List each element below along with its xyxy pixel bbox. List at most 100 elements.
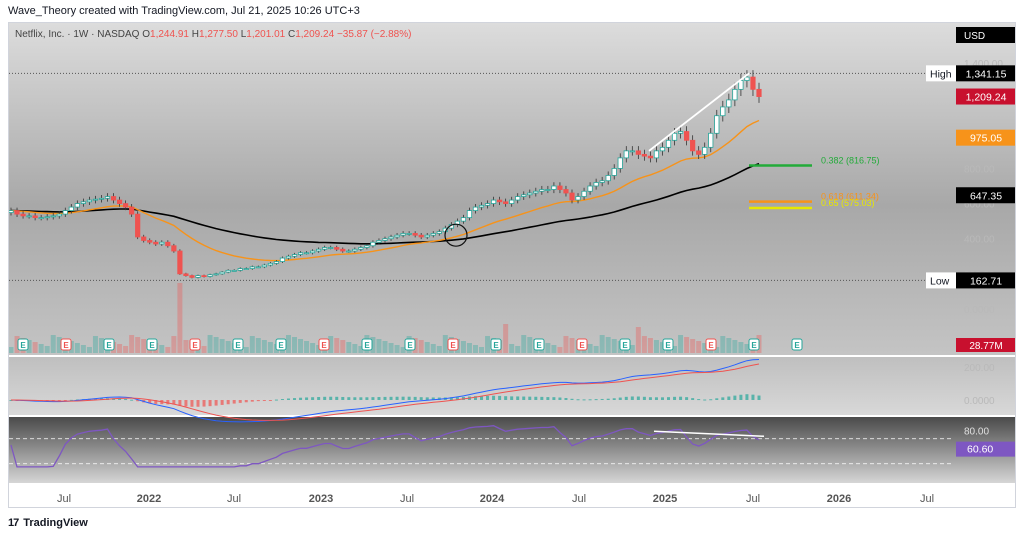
macd-histogram-bar (347, 397, 351, 400)
svg-text:E: E (278, 341, 284, 350)
volume-bar (9, 347, 14, 353)
macd-histogram-bar (642, 396, 646, 400)
volume-bar (32, 342, 38, 353)
candle-body (273, 261, 280, 264)
candle-body (219, 271, 225, 275)
volume-bar (388, 343, 394, 353)
macd-histogram-bar (486, 395, 490, 400)
earnings-marker: E (361, 338, 373, 351)
candle-body (243, 268, 249, 270)
price-tag-bg (956, 272, 1015, 289)
candle-body (460, 217, 467, 222)
chart-area[interactable]: 0.382 (816.75) 0.618 (611.34) 0.65 (575.03… (8, 22, 1016, 508)
chart-header: Wave_Theory created with TradingView.com… (8, 5, 360, 17)
volume-bar (267, 342, 273, 353)
candle-body (62, 210, 68, 215)
svg-text:E: E (622, 341, 628, 350)
macd-histogram-bar (286, 398, 290, 400)
macd-histogram-bar (480, 395, 484, 400)
svg-text:E: E (235, 341, 241, 350)
volume-bar (587, 344, 593, 353)
volume-bar (183, 340, 189, 353)
svg-text:E: E (665, 341, 671, 350)
x-tick-label: 2024 (480, 493, 505, 505)
crossover-circle (444, 223, 468, 247)
volume-bar (171, 336, 177, 353)
volume-bar (86, 347, 92, 353)
earnings-marker: E (404, 338, 416, 351)
macd-histogram-bar (455, 397, 459, 400)
macd-histogram-bar (317, 396, 321, 400)
earnings-marker: E (490, 338, 502, 351)
macd-histogram-bar (576, 399, 580, 401)
chart-title: Netflix, Inc. · 1W · NASDAQ O1,244.91 H1… (15, 29, 411, 40)
volume-bar (98, 338, 104, 353)
volume-bar (219, 339, 225, 353)
candle-body (56, 213, 62, 217)
svg-text:E: E (493, 341, 499, 350)
candle-body (303, 252, 310, 255)
candle-body (484, 203, 491, 206)
candle-body (86, 199, 93, 203)
svg-text:E: E (708, 341, 714, 350)
price-tag-bg (956, 187, 1015, 204)
candle-body (92, 198, 99, 201)
volume-bar (418, 340, 424, 353)
candle-body (316, 248, 322, 252)
volume-bar (92, 336, 98, 353)
volume-bar (346, 342, 352, 353)
candle-body (394, 234, 400, 238)
volume-bar (159, 345, 165, 353)
volume-bar (243, 347, 249, 353)
macd-histogram-bar (299, 397, 303, 400)
ema-long-line (10, 162, 760, 245)
macd-histogram-bar (166, 400, 170, 405)
volume-bar (678, 335, 684, 353)
volume-bar (56, 337, 62, 353)
candle-body (207, 274, 213, 277)
macd-histogram-bar (190, 400, 194, 407)
earnings-marker: E (447, 338, 459, 351)
macd-histogram-bar (534, 396, 538, 400)
candle-body (708, 132, 714, 148)
candle-body (334, 247, 340, 250)
macd-histogram-bar (697, 399, 701, 401)
candle-body (279, 257, 286, 262)
candle-body (382, 238, 388, 241)
macd-histogram-bar (57, 400, 61, 401)
macd-histogram-bar (208, 400, 212, 407)
candle-body (653, 150, 660, 159)
macd-histogram-bar (256, 400, 260, 402)
macd-histogram-bar (425, 397, 429, 400)
macd-histogram-bar (377, 397, 381, 400)
macd-histogram-bar (335, 396, 339, 400)
candle-body (201, 275, 207, 278)
macd-y-tick: 0.0000 (964, 396, 995, 407)
volume-bar (358, 346, 364, 353)
x-tick-label: Jul (572, 493, 586, 505)
svg-text:E: E (407, 341, 413, 350)
volume-bar (472, 345, 478, 353)
price-tag-bg (956, 65, 1015, 82)
macd-histogram-bar (709, 399, 713, 401)
candle-body (509, 199, 515, 204)
macd-histogram-bar (546, 397, 550, 400)
price-tag-bg (956, 88, 1015, 105)
volume-bar (563, 336, 569, 353)
candle-body (756, 88, 762, 97)
candle-body (32, 215, 38, 219)
earnings-marker: E (232, 338, 244, 351)
macd-histogram-bar (136, 400, 140, 402)
tradingview-brand: TradingView (23, 517, 88, 529)
earnings-marker: E (275, 338, 287, 351)
candle-body (364, 245, 370, 248)
currency-label: USD (964, 31, 985, 42)
chart-svg[interactable]: 0.382 (816.75) 0.618 (611.34)0.65 (575.03… (9, 23, 1016, 508)
volume-bar (521, 335, 527, 353)
macd-histogram-bar (365, 397, 369, 400)
volume-bar (714, 347, 720, 353)
candle-body (231, 269, 237, 272)
volume-bar (605, 337, 611, 353)
macd-histogram-bar (498, 395, 502, 400)
trendline (648, 72, 750, 152)
